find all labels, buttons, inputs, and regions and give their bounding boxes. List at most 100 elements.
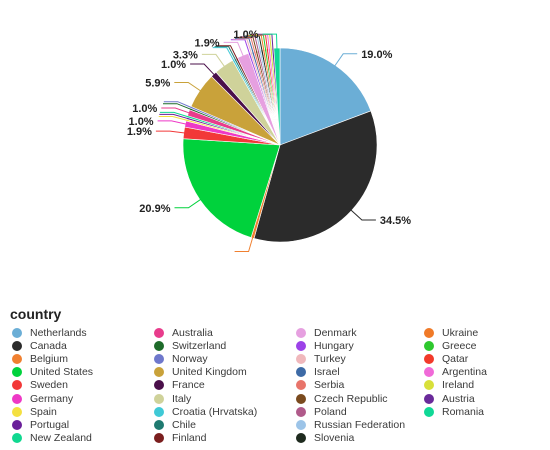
leader-line-france (190, 63, 216, 77)
legend-swatch (12, 367, 22, 378)
slice-label-netherlands: 19.0% (361, 49, 392, 61)
legend-label: Switzerland (172, 339, 227, 352)
legend-item-ukraine[interactable]: Ukraine (422, 326, 545, 339)
legend-label: Turkey (314, 352, 346, 365)
legend-label: Israel (314, 366, 340, 379)
legend-item-ireland[interactable]: Ireland (422, 379, 545, 392)
legend-swatch (424, 367, 434, 378)
legend-item-czech-republic[interactable]: Czech Republic (294, 392, 422, 405)
legend-item-serbia[interactable]: Serbia (294, 379, 422, 392)
legend-item-romania[interactable]: Romania (422, 405, 545, 418)
slice-label-germany: 1.0% (129, 116, 154, 128)
legend-label: Russian Federation (314, 418, 406, 431)
leader-line-spain (158, 116, 189, 122)
legend-item-australia[interactable]: Australia (152, 326, 294, 339)
legend-swatch (154, 393, 164, 404)
leader-line-denmark (223, 41, 245, 58)
legend-swatch (296, 433, 306, 444)
legend-item-canada[interactable]: Canada (10, 339, 152, 352)
leader-line-chile (214, 46, 237, 62)
legend: country Netherlands Canada Belgium United S… (10, 306, 545, 445)
legend-item-germany[interactable]: Germany (10, 392, 152, 405)
legend-item-slovenia[interactable]: Slovenia (294, 432, 422, 445)
legend-item-france[interactable]: France (152, 379, 294, 392)
legend-swatch (154, 340, 164, 351)
legend-swatch (296, 393, 306, 404)
legend-swatch (154, 406, 164, 417)
legend-label: Australia (172, 326, 213, 339)
legend-swatch (154, 353, 164, 364)
legend-swatch (154, 327, 164, 338)
legend-title: country (10, 306, 62, 322)
legend-swatch (12, 406, 22, 417)
slice-label-france: 1.0% (161, 59, 186, 71)
legend-item-russian-federation[interactable]: Russian Federation (294, 418, 422, 431)
legend-item-qatar[interactable]: Qatar (422, 352, 545, 365)
legend-label: Greece (442, 339, 477, 352)
legend-swatch (296, 340, 306, 351)
leader-line-sweden (155, 130, 186, 134)
leader-line-new-zealand (159, 111, 190, 118)
legend-item-israel[interactable]: Israel (294, 366, 422, 379)
legend-item-finland[interactable]: Finland (152, 432, 294, 445)
legend-label: Germany (30, 392, 74, 405)
leader-line-croatia-hrvatska (212, 47, 235, 62)
legend-label: United States (30, 366, 94, 379)
legend-swatch (12, 327, 22, 338)
leader-line-finland (216, 45, 239, 61)
legend-item-new-zealand[interactable]: New Zealand (10, 432, 152, 445)
slice-label-denmark: 1.9% (195, 37, 220, 49)
legend-label: Ukraine (442, 326, 479, 339)
legend-item-greece[interactable]: Greece (422, 339, 545, 352)
legend-label: New Zealand (30, 432, 92, 445)
leader-line-norway (163, 101, 193, 109)
leader-line-germany (157, 120, 188, 125)
legend-swatch (296, 419, 306, 430)
legend-label: Italy (172, 392, 192, 405)
legend-item-sweden[interactable]: Sweden (10, 379, 152, 392)
legend-item-spain[interactable]: Spain (10, 405, 152, 418)
legend-item-norway[interactable]: Norway (152, 352, 294, 365)
legend-label: Qatar (442, 352, 469, 365)
legend-label: Serbia (314, 379, 345, 392)
slice-label-canada: 34.5% (380, 215, 411, 227)
legend-item-united-states[interactable]: United States (10, 366, 152, 379)
legend-swatch (154, 433, 164, 444)
legend-swatch (154, 380, 164, 391)
legend-swatch (154, 367, 164, 378)
legend-label: United Kingdom (172, 366, 247, 379)
legend-item-croatia-hrvatska[interactable]: Croatia (Hrvatska) (152, 405, 294, 418)
leader-line-serbia (237, 37, 256, 54)
leader-line-belgium (234, 235, 254, 252)
leader-line-portugal (159, 113, 189, 120)
legend-item-belgium[interactable]: Belgium (10, 352, 152, 365)
legend-item-united-kingdom[interactable]: United Kingdom (152, 366, 294, 379)
legend-label: Netherlands (30, 326, 87, 339)
legend-item-switzerland[interactable]: Switzerland (152, 339, 294, 352)
legend-label: Romania (442, 405, 485, 418)
legend-item-hungary[interactable]: Hungary (294, 339, 422, 352)
leader-line-hungary (230, 39, 251, 56)
legend-item-portugal[interactable]: Portugal (10, 418, 152, 431)
legend-grid: Netherlands Canada Belgium United States Swe… (10, 326, 545, 445)
legend-item-italy[interactable]: Italy (152, 392, 294, 405)
legend-item-chile[interactable]: Chile (152, 418, 294, 431)
legend-item-netherlands[interactable]: Netherlands (10, 326, 152, 339)
legend-swatch (296, 353, 306, 364)
legend-swatch (424, 393, 434, 404)
legend-label: France (172, 379, 205, 392)
legend-swatch (12, 380, 22, 391)
slice-label-italy: 3.3% (173, 49, 198, 61)
legend-item-denmark[interactable]: Denmark (294, 326, 422, 339)
legend-swatch (296, 380, 306, 391)
legend-item-austria[interactable]: Austria (422, 392, 545, 405)
legend-item-poland[interactable]: Poland (294, 405, 422, 418)
legend-item-turkey[interactable]: Turkey (294, 352, 422, 365)
legend-swatch (12, 353, 22, 364)
leader-line-italy (201, 53, 226, 68)
legend-label: Norway (172, 352, 208, 365)
legend-item-argentina[interactable]: Argentina (422, 366, 545, 379)
pie-chart: 19.0%34.5%20.9%1.9%1.0%1.0%5.9%1.0%3.3%1… (127, 29, 411, 252)
legend-label: Poland (314, 405, 347, 418)
leader-line-turkey (232, 38, 253, 55)
